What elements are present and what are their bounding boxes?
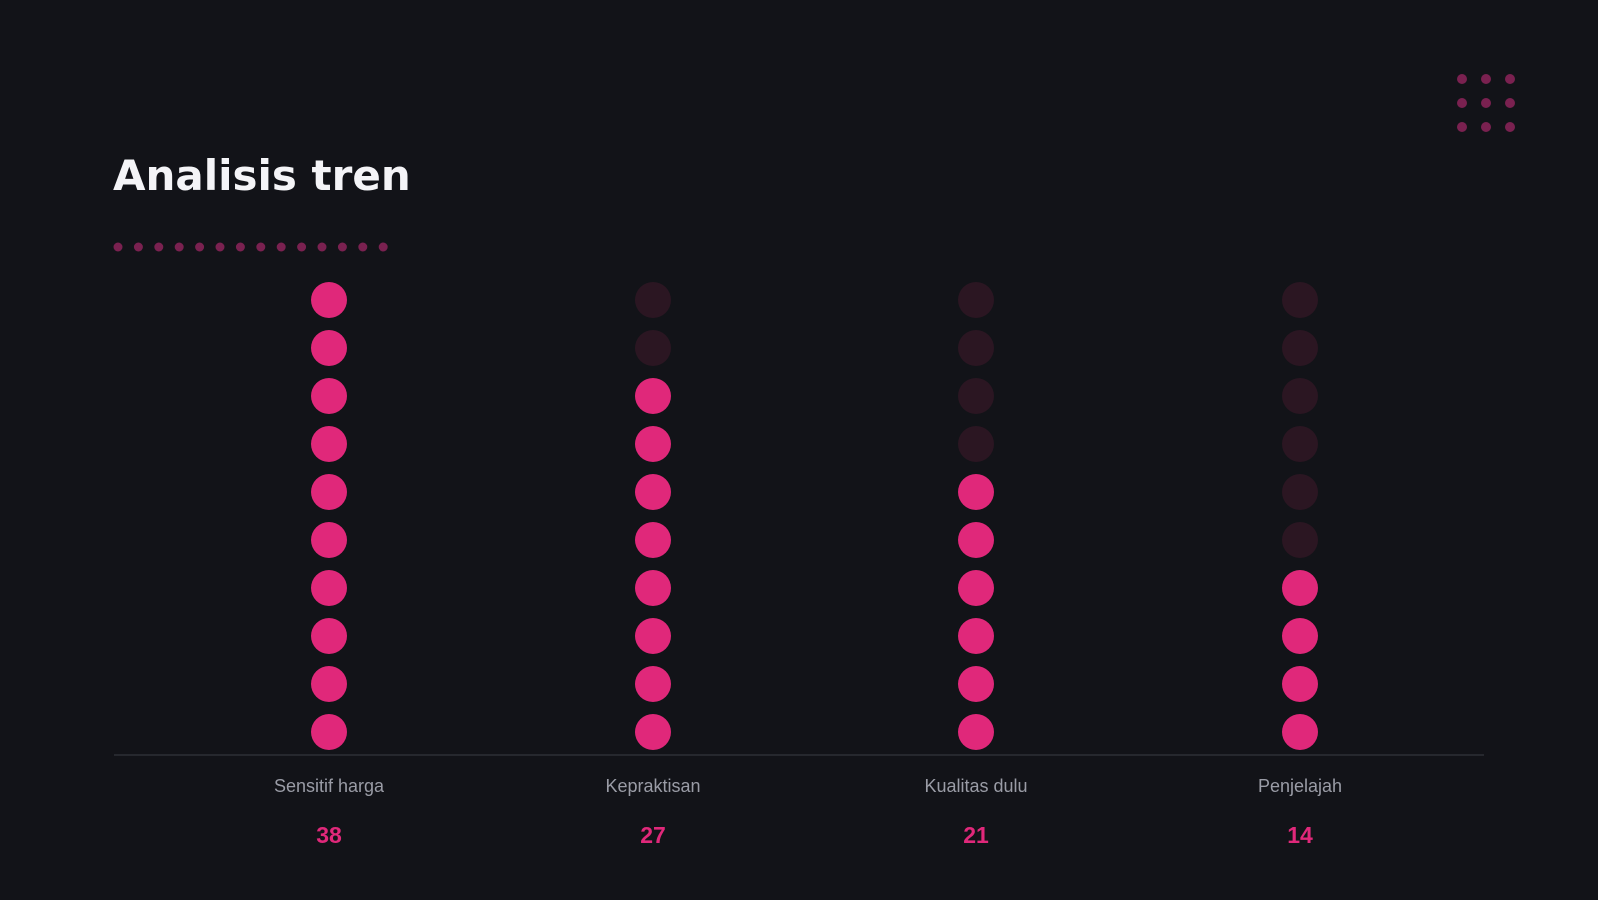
chart-dot-empty xyxy=(958,378,994,414)
decor-dot xyxy=(1457,98,1467,108)
chart-dot-empty xyxy=(1282,378,1318,414)
chart-dot-filled xyxy=(635,570,671,606)
chart-dot-filled xyxy=(311,570,347,606)
chart-dot-empty xyxy=(1282,522,1318,558)
chart-dot-filled xyxy=(311,666,347,702)
value-label-2: 21 xyxy=(963,822,989,848)
decor-dot xyxy=(154,242,164,252)
chart-dot-filled xyxy=(311,426,347,462)
chart-dot-filled xyxy=(958,522,994,558)
chart-dot-filled xyxy=(635,522,671,558)
chart-dot-empty xyxy=(958,426,994,462)
chart-dot-filled xyxy=(311,282,347,318)
chart-dot-filled xyxy=(635,378,671,414)
chart-dot-filled xyxy=(958,618,994,654)
chart-dot-filled xyxy=(311,330,347,366)
chart-dot-empty xyxy=(1282,330,1318,366)
category-label-0: Sensitif harga xyxy=(273,776,385,796)
chart-dot-filled xyxy=(1282,618,1318,654)
chart-dot-empty xyxy=(1282,282,1318,318)
chart-dot-filled xyxy=(635,618,671,654)
chart-dot-filled xyxy=(958,666,994,702)
category-label-3: Penjelajah xyxy=(1257,776,1343,796)
chart-dot-filled xyxy=(635,426,671,462)
chart-dot-empty xyxy=(958,330,994,366)
category-label-2: Kualitas dulu xyxy=(924,776,1028,796)
decor-dot xyxy=(113,242,123,252)
chart-dot-empty xyxy=(1282,426,1318,462)
decor-dot xyxy=(297,242,307,252)
category-label-1: Kepraktisan xyxy=(605,776,701,796)
decor-dot xyxy=(1505,122,1515,132)
value-label-1: 27 xyxy=(640,822,666,848)
decor-dot xyxy=(317,242,327,252)
decor-dot xyxy=(337,242,347,252)
chart-dot-filled xyxy=(635,666,671,702)
decor-dot xyxy=(174,242,184,252)
chart-dot-filled xyxy=(958,570,994,606)
chart-dot-empty xyxy=(635,330,671,366)
chart-dot-filled xyxy=(311,522,347,558)
decor-dot xyxy=(358,242,368,252)
decor-dot xyxy=(1457,74,1467,84)
chart-dot-filled xyxy=(635,474,671,510)
chart-dot-empty xyxy=(635,282,671,318)
decor-dot xyxy=(1505,74,1515,84)
decor-dot xyxy=(276,242,286,252)
decor-dot xyxy=(133,242,143,252)
chart-dot-filled xyxy=(311,618,347,654)
chart-dot-empty xyxy=(958,282,994,318)
chart-dot-filled xyxy=(635,714,671,750)
decor-dot xyxy=(1481,98,1491,108)
chart-dot-filled xyxy=(1282,666,1318,702)
decor-dot xyxy=(1481,122,1491,132)
chart-dot-filled xyxy=(311,378,347,414)
chart-dot-filled xyxy=(311,474,347,510)
chart-dot-filled xyxy=(1282,570,1318,606)
decor-dot xyxy=(215,242,225,252)
decor-dot xyxy=(195,242,205,252)
chart-dot-filled xyxy=(958,714,994,750)
chart-dot-filled xyxy=(311,714,347,750)
decor-dot xyxy=(235,242,245,252)
decor-dot xyxy=(1505,98,1515,108)
decor-dot xyxy=(378,242,388,252)
chart-dot-empty xyxy=(1282,474,1318,510)
decor-dot xyxy=(1457,122,1467,132)
chart-dot-filled xyxy=(958,474,994,510)
decor-dot xyxy=(1481,74,1491,84)
value-label-0: 38 xyxy=(316,822,342,848)
decor-dot xyxy=(256,242,266,252)
value-label-3: 14 xyxy=(1287,822,1313,848)
chart-dot-filled xyxy=(1282,714,1318,750)
page-title: Analisis tren xyxy=(113,151,411,200)
